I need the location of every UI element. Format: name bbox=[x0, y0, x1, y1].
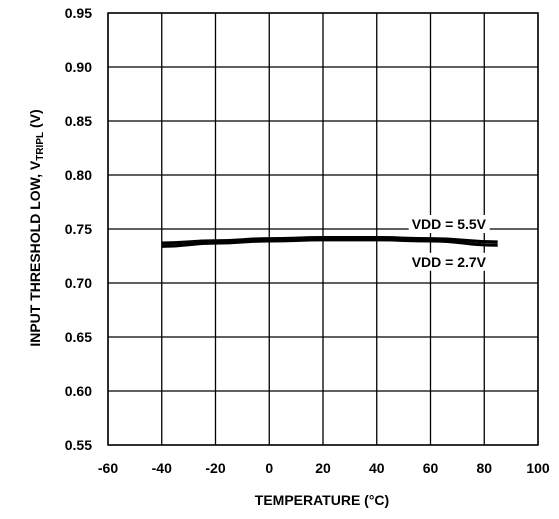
y-tick-label: 0.55 bbox=[65, 437, 92, 453]
annotation-background bbox=[408, 215, 490, 233]
x-tick-label: 80 bbox=[476, 460, 492, 476]
x-tick-label: 40 bbox=[369, 460, 385, 476]
plot-frame bbox=[107, 12, 539, 446]
x-tick-label: 0 bbox=[265, 460, 273, 476]
y-tick-label: 0.70 bbox=[65, 275, 92, 291]
y-tick-labels: 0.55 0.60 0.65 0.70 0.75 0.80 0.85 0.90 0.95 bbox=[65, 5, 92, 453]
x-tick-label: 20 bbox=[315, 460, 331, 476]
y-tick-label: 0.95 bbox=[65, 5, 92, 21]
x-tick-label: 100 bbox=[526, 460, 550, 476]
y-axis-label-suffix: (V) bbox=[27, 109, 43, 132]
y-tick-label: 0.85 bbox=[65, 113, 92, 129]
y-tick-label: 0.90 bbox=[65, 59, 92, 75]
x-axis-label: TEMPERATURE (°C) bbox=[255, 492, 389, 508]
y-tick-label: 0.60 bbox=[65, 383, 92, 399]
x-tick-labels: -60 -40 -20 0 20 40 60 80 100 bbox=[98, 460, 550, 476]
series-line-2 bbox=[161, 238, 498, 248]
y-tick-label: 0.80 bbox=[65, 167, 92, 183]
x-tick-label: -40 bbox=[152, 460, 172, 476]
x-tick-label: -60 bbox=[98, 460, 118, 476]
y-axis-label-prefix: INPUT THRESHOLD LOW, V bbox=[27, 160, 43, 347]
x-tick-label: -20 bbox=[205, 460, 225, 476]
annotation-label-1: VDD = 5.5V bbox=[412, 216, 487, 232]
x-tick-label: 60 bbox=[423, 460, 439, 476]
series-layer bbox=[161, 236, 498, 248]
annotation-background bbox=[408, 252, 490, 271]
series-line-1 bbox=[161, 236, 498, 245]
annotations: VDD = 5.5V VDD = 2.7V bbox=[408, 215, 490, 271]
y-axis-label: INPUT THRESHOLD LOW, VTRIPL (V) bbox=[27, 109, 46, 346]
y-tick-label: 0.65 bbox=[65, 329, 92, 345]
annotation-label-2: VDD = 2.7V bbox=[412, 254, 487, 270]
y-axis-label-subscript: TRIPL bbox=[35, 132, 46, 161]
y-tick-label: 0.75 bbox=[65, 221, 92, 237]
